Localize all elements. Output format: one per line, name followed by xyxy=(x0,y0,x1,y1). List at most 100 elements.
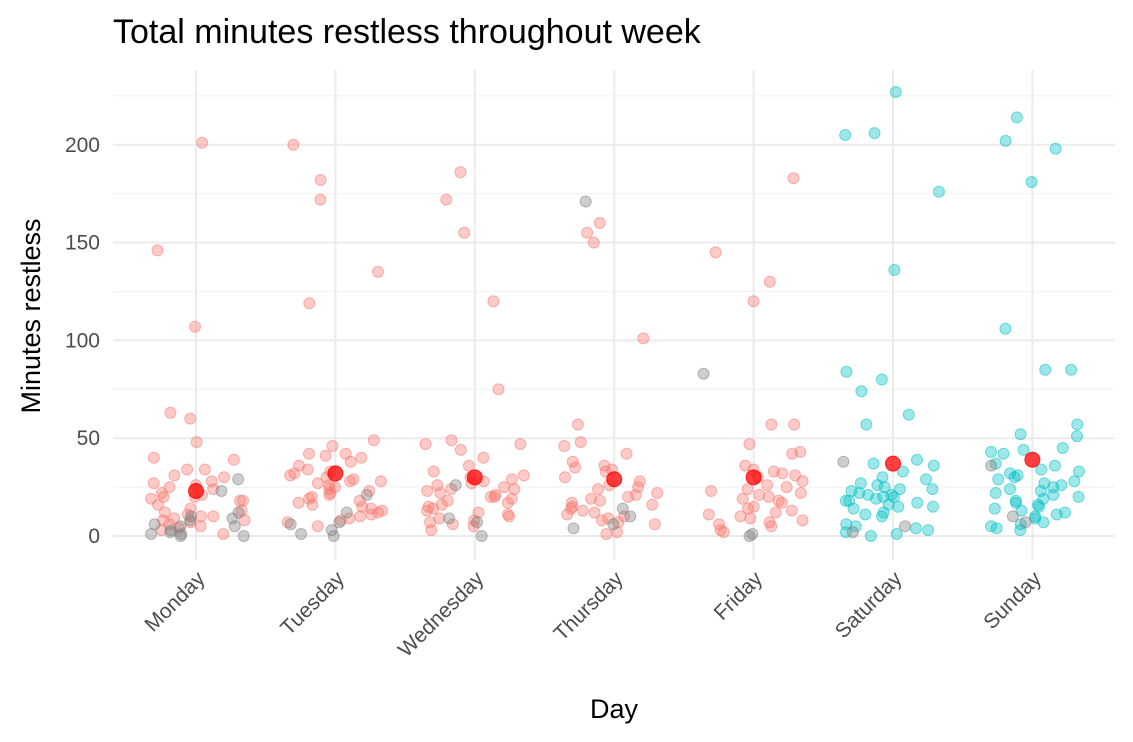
scatter-point xyxy=(344,475,357,488)
scatter-point xyxy=(607,518,620,531)
scatter-point xyxy=(419,438,432,451)
mean-points xyxy=(188,451,1041,500)
scatter-point xyxy=(347,473,360,486)
scatter-point xyxy=(776,467,789,480)
scatter-point xyxy=(217,528,230,540)
scatter-point xyxy=(233,494,246,507)
scatter-point xyxy=(775,496,788,509)
scatter-point xyxy=(323,488,336,501)
scatter-point xyxy=(765,520,778,533)
scatter-point xyxy=(303,492,316,505)
mean-point xyxy=(466,469,483,486)
scatter-point xyxy=(319,449,332,462)
scatter-point xyxy=(763,275,776,288)
scatter-point xyxy=(902,408,915,421)
scatter-point xyxy=(796,475,809,488)
scatter-point xyxy=(454,166,467,179)
scatter-point xyxy=(501,508,514,521)
scatter-point xyxy=(354,510,367,523)
mean-point xyxy=(1024,451,1041,468)
scatter-point xyxy=(462,459,475,472)
scatter-point xyxy=(876,510,888,523)
scatter-point xyxy=(181,463,194,476)
scatter-point xyxy=(327,530,340,542)
mean-point xyxy=(188,483,204,500)
scatter-point xyxy=(734,510,747,523)
scatter-point xyxy=(314,193,327,206)
scatter-point xyxy=(1014,428,1027,441)
scatter-point xyxy=(344,455,357,468)
scatter-point xyxy=(324,487,337,499)
scatter-point xyxy=(697,367,710,380)
scatter-point xyxy=(616,502,629,515)
scatter-point xyxy=(314,174,327,186)
scatter-point xyxy=(475,530,488,542)
scatter-point xyxy=(189,320,201,333)
scatter-point xyxy=(487,295,500,308)
scatter-point xyxy=(232,473,245,486)
scatter-point xyxy=(890,528,903,540)
scatter-point xyxy=(1039,363,1052,376)
x-axis-title: Day xyxy=(590,694,639,724)
scatter-point xyxy=(287,138,300,151)
scatter-point xyxy=(559,471,571,484)
scatter-point xyxy=(196,136,209,149)
scatter-point xyxy=(646,498,659,511)
scatter-point xyxy=(651,487,664,499)
scatter-point xyxy=(932,185,945,198)
scatter-point xyxy=(847,502,860,515)
scatter-point xyxy=(355,451,368,464)
scatter-point xyxy=(849,520,862,533)
scatter-point xyxy=(1048,459,1061,472)
scatter-point xyxy=(227,453,240,466)
scatter-point xyxy=(508,483,521,496)
scatter-point xyxy=(194,520,207,533)
scatter-point xyxy=(303,297,316,310)
scatter-point xyxy=(988,502,1001,515)
scatter-point xyxy=(292,496,305,509)
scatter-point xyxy=(164,526,177,539)
mean-point xyxy=(606,471,623,488)
scatter-point xyxy=(151,244,164,257)
y-tick-label: 0 xyxy=(88,525,100,548)
scatter-point xyxy=(168,469,181,482)
scatter-point xyxy=(592,483,604,496)
scatter-point xyxy=(152,498,165,511)
scatter-point xyxy=(888,264,901,276)
scatter-point xyxy=(855,385,868,398)
scatter-point xyxy=(909,522,922,535)
scatter-point xyxy=(576,504,589,517)
scatter-point xyxy=(565,502,577,515)
data-points xyxy=(145,86,1085,542)
scatter-point xyxy=(284,518,297,531)
scatter-point xyxy=(990,522,1003,535)
scatter-point xyxy=(624,510,637,523)
scatter-point xyxy=(1049,142,1062,155)
scatter-point xyxy=(896,465,909,478)
scatter-point xyxy=(334,514,347,527)
scatter-point xyxy=(1065,363,1078,376)
scatter-point xyxy=(1071,430,1083,443)
scatter-point xyxy=(484,490,497,503)
scatter-point xyxy=(440,193,453,206)
scatter-point xyxy=(434,487,447,499)
scatter-point xyxy=(195,510,207,523)
scatter-point xyxy=(446,518,459,531)
scatter-point xyxy=(238,514,251,527)
scatter-point xyxy=(306,498,319,511)
scatter-point xyxy=(174,530,187,542)
scatter-point xyxy=(237,530,250,542)
scatter-point xyxy=(587,236,600,249)
scatter-point xyxy=(326,440,339,452)
scatter-point xyxy=(839,494,852,507)
scatter-point xyxy=(742,502,754,515)
scatter-point xyxy=(506,473,518,486)
scatter-point xyxy=(620,447,633,460)
scatter-point xyxy=(471,516,483,529)
scatter-point xyxy=(1008,471,1021,484)
scatter-point xyxy=(301,463,314,476)
scatter-point xyxy=(702,508,715,521)
scatter-point xyxy=(868,127,881,140)
scatter-point xyxy=(367,434,380,447)
scatter-point xyxy=(1035,463,1048,476)
